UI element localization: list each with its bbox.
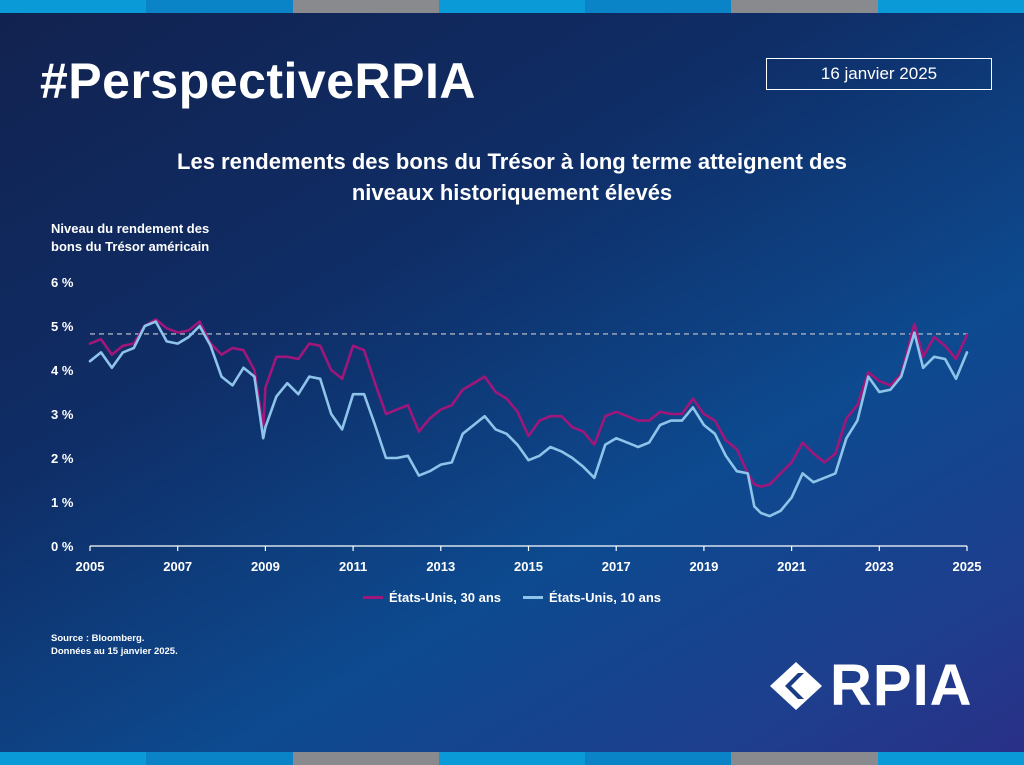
x-tick-label: 2015 — [514, 559, 543, 574]
y-tick-label: 4 % — [51, 363, 74, 378]
x-tick-label: 2005 — [76, 559, 105, 574]
color-bar-segment — [877, 0, 1024, 13]
color-bar-segment — [438, 752, 586, 765]
chart-title-line1: Les rendements des bons du Trésor à long… — [177, 149, 847, 174]
bottom-color-bar — [0, 752, 1024, 765]
color-bar-segment — [585, 752, 732, 765]
y-tick-label: 2 % — [51, 451, 74, 466]
legend-swatch-30y — [363, 596, 383, 599]
legend-label-10y: États-Unis, 10 ans — [549, 590, 661, 605]
series-line-30y — [88, 318, 969, 488]
x-tick-label: 2011 — [339, 559, 367, 574]
chart-legend: États-Unis, 30 ans États-Unis, 10 ans — [0, 590, 1024, 605]
logo-text: RPIA — [830, 653, 973, 718]
y-tick-label: 5 % — [51, 319, 74, 334]
hashtag-title: #PerspectiveRPIA — [40, 53, 477, 109]
y-tick-label: 6 % — [51, 275, 74, 290]
y-tick-label: 1 % — [51, 495, 74, 510]
y-tick-label: 3 % — [51, 407, 74, 422]
x-tick-label: 2007 — [163, 559, 192, 574]
x-tick-label: 2013 — [426, 559, 455, 574]
date-box: 16 janvier 2025 — [766, 58, 992, 90]
x-tick-label: 2025 — [953, 559, 982, 574]
x-tick-label: 2017 — [602, 559, 631, 574]
legend-swatch-10y — [523, 596, 543, 599]
y-axis-label-line1: Niveau du rendement des — [51, 221, 210, 236]
y-axis-label: Niveau du rendement des bons du Trésor a… — [51, 220, 271, 256]
color-bar-segment — [731, 0, 878, 13]
color-bar-segment — [146, 0, 293, 13]
color-bar-segment — [0, 0, 147, 13]
legend-item-10y: États-Unis, 10 ans — [523, 590, 661, 605]
color-bar-segment — [292, 752, 439, 765]
color-bar-segment — [146, 752, 293, 765]
source-line1: Source : Bloomberg. — [51, 633, 145, 644]
x-tick-label: 2023 — [865, 559, 894, 574]
legend-label-30y: États-Unis, 30 ans — [389, 590, 501, 605]
rpia-logo: RPIA — [768, 653, 990, 718]
x-tick-label: 2021 — [777, 559, 806, 574]
color-bar-segment — [438, 0, 586, 13]
rpia-chevron-icon — [770, 662, 822, 710]
x-tick-label: 2009 — [251, 559, 280, 574]
series-line-10y — [88, 320, 969, 518]
color-bar-segment — [0, 752, 147, 765]
chart-title: Les rendements des bons du Trésor à long… — [0, 146, 1024, 208]
source-line2: Données au 15 janvier 2025. — [51, 646, 178, 657]
color-bar-segment — [292, 0, 439, 13]
y-tick-label: 0 % — [51, 539, 74, 554]
color-bar-segment — [877, 752, 1024, 765]
chart-title-line2: niveaux historiquement élevés — [351, 180, 673, 205]
x-tick-label: 2019 — [689, 559, 718, 574]
color-bar-segment — [731, 752, 878, 765]
y-axis-label-line2: bons du Trésor américain — [51, 239, 210, 254]
source-note: Source : Bloomberg. Données au 15 janvie… — [51, 632, 178, 658]
color-bar-segment — [585, 0, 732, 13]
top-color-bar — [0, 0, 1024, 13]
legend-item-30y: États-Unis, 30 ans — [363, 590, 501, 605]
